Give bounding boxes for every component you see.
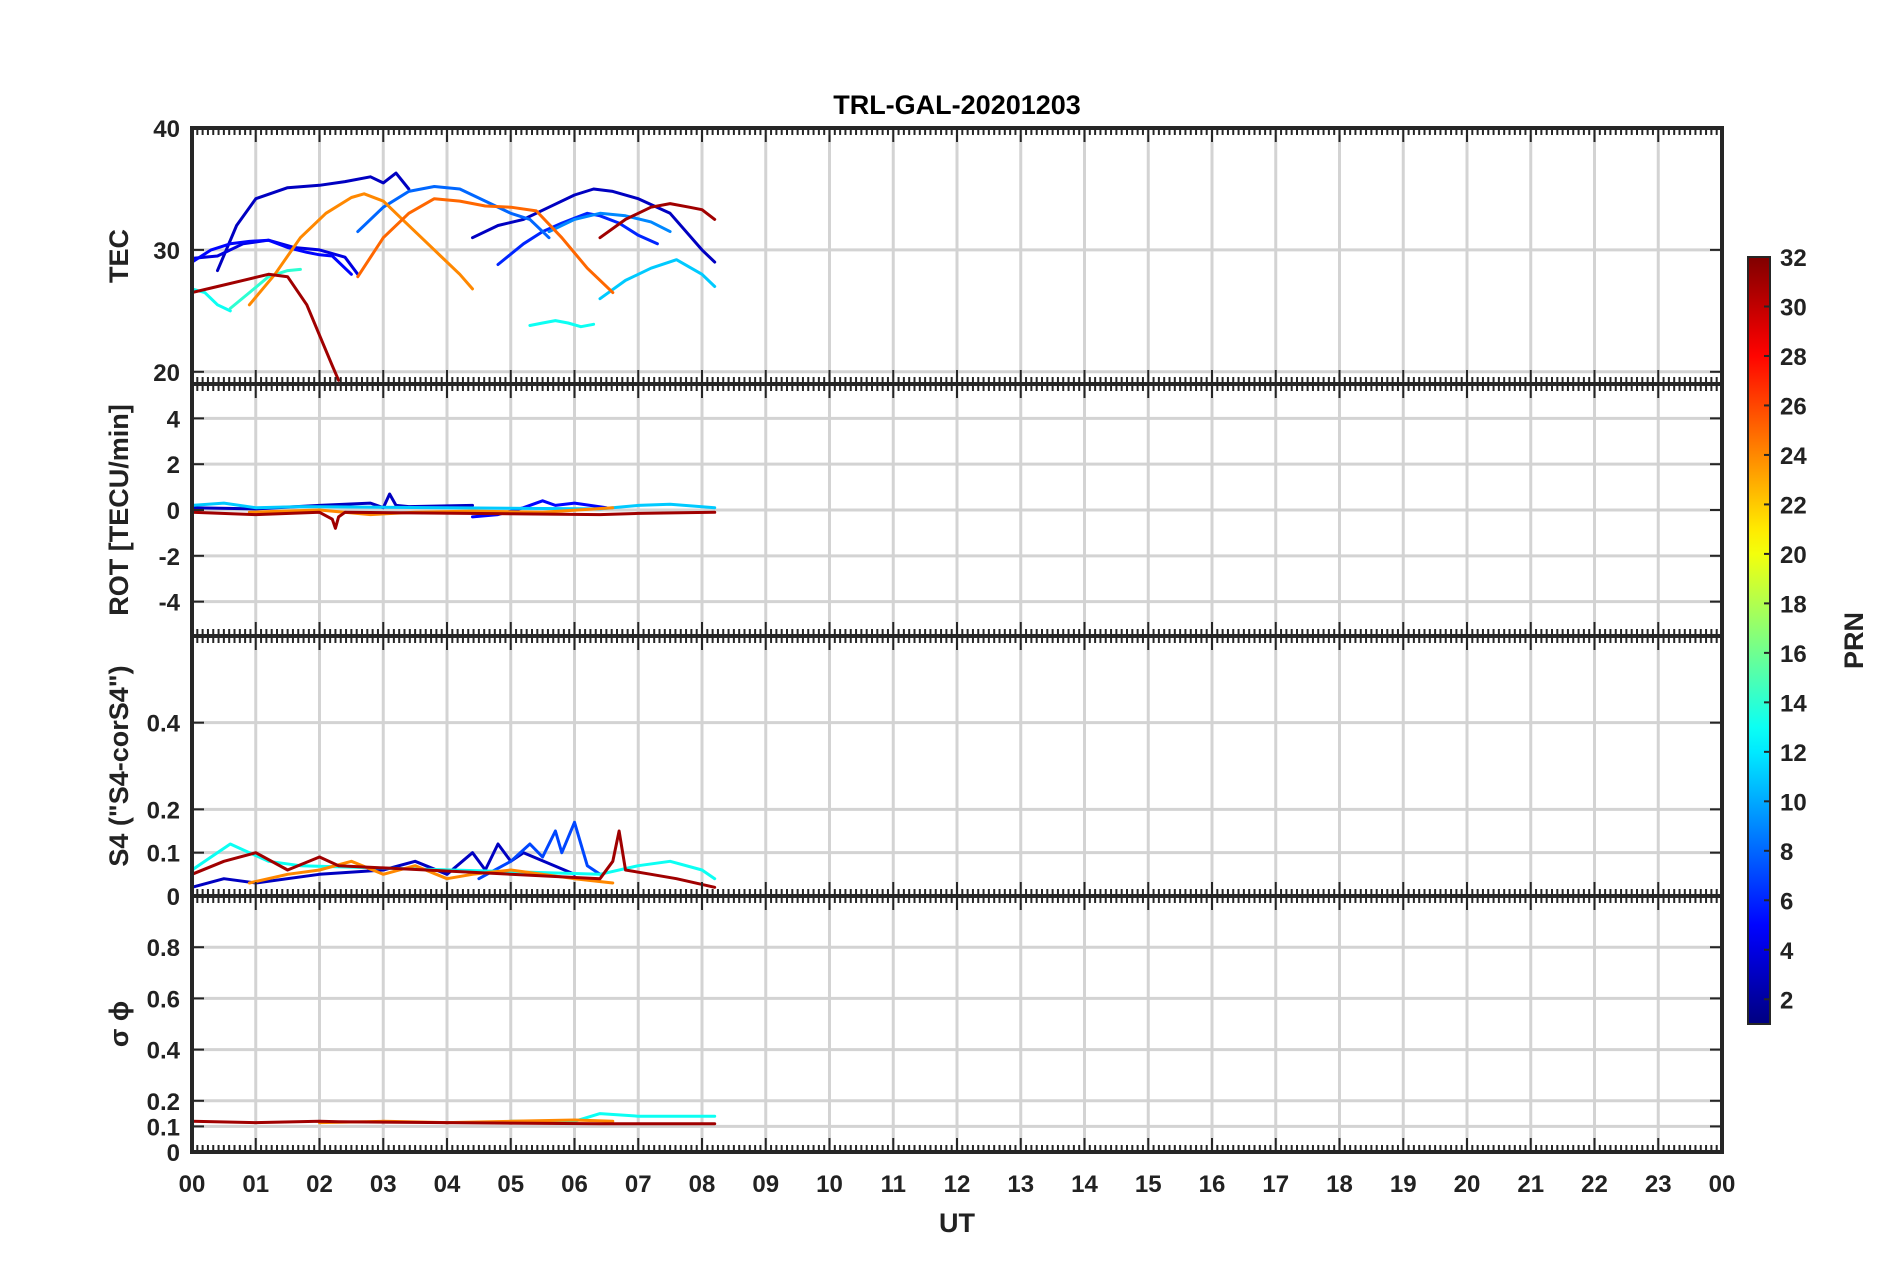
colorbar-gradient <box>1747 256 1771 1025</box>
y-tick-label: 0.2 <box>147 797 180 824</box>
colorbar-tick-label: 24 <box>1780 443 1807 470</box>
panel-rot: -4 -2 0 2 4 ROT [TECU/min] <box>104 382 1724 638</box>
colorbar-tick-label: 22 <box>1780 492 1807 519</box>
y-tick-label: 2 <box>167 452 180 479</box>
x-tick-label: 08 <box>689 1171 716 1198</box>
y-tick-label: 0.4 <box>147 1038 181 1065</box>
x-tick-label: 00 <box>179 1171 206 1198</box>
x-tick-label: 04 <box>434 1171 461 1198</box>
panel-tec: 20 30 40 TEC <box>104 116 1724 387</box>
x-tick-label: 22 <box>1581 1171 1608 1198</box>
series-line-prn-9 <box>547 211 672 234</box>
x-tick-label: 16 <box>1199 1171 1226 1198</box>
y-tick-label: 0.1 <box>147 841 180 868</box>
x-tick-label: 17 <box>1262 1171 1289 1198</box>
x-tick-label: 13 <box>1007 1171 1034 1198</box>
x-tick-label: 00 <box>1709 1171 1736 1198</box>
colorbar-tick-label: 20 <box>1780 542 1807 569</box>
x-tick-label: 12 <box>944 1171 971 1198</box>
y-axis-label: S4 ("S4-corS4") <box>104 665 134 866</box>
colorbar-tick-label: 16 <box>1780 641 1807 668</box>
series-line-prn-31 <box>598 202 717 240</box>
y-tick-label: 30 <box>153 238 180 265</box>
series-line-prn-5 <box>192 238 353 276</box>
y-tick-label: 0.1 <box>147 1114 180 1141</box>
x-tick-label: 03 <box>370 1171 397 1198</box>
x-tick-label: 21 <box>1517 1171 1544 1198</box>
x-tick-label: 18 <box>1326 1171 1353 1198</box>
x-tick-label: 07 <box>625 1171 652 1198</box>
x-tick-label: 05 <box>497 1171 524 1198</box>
x-tick-label: 09 <box>752 1171 779 1198</box>
panel-sigma_phi-series <box>192 1112 717 1126</box>
x-tick-label: 01 <box>242 1171 269 1198</box>
series-line-prn-7 <box>477 820 602 881</box>
series-line-prn-8 <box>356 185 551 240</box>
series-line-prn-31 <box>192 272 341 382</box>
series-line-prn-3 <box>216 171 411 273</box>
colorbar-tick-label: 10 <box>1780 789 1807 816</box>
colorbar-tick-label: 8 <box>1780 839 1793 866</box>
colorbar-tick-label: 6 <box>1780 888 1793 915</box>
series-line-prn-14 <box>228 267 302 310</box>
colorbar-tick-label: 12 <box>1780 740 1807 767</box>
y-tick-label: 40 <box>153 116 180 143</box>
x-axis-label: UT <box>939 1208 975 1238</box>
y-tick-label: 4 <box>167 406 181 433</box>
y-axis-label: σ ϕ <box>104 1001 134 1047</box>
y-tick-label: 0.6 <box>147 986 180 1013</box>
series-line-prn-13 <box>528 319 596 329</box>
colorbar-tick-label: 2 <box>1780 987 1793 1014</box>
colorbar-label: PRN <box>1839 612 1869 669</box>
colorbar-tick-label: 28 <box>1780 344 1807 371</box>
y-tick-label: 0 <box>167 884 180 911</box>
y-axis-label: TEC <box>104 229 134 283</box>
y-tick-label: 0 <box>167 498 180 525</box>
x-tick-label: 14 <box>1071 1171 1098 1198</box>
series-line-prn-31 <box>192 510 717 530</box>
panel-s4-series <box>192 820 717 889</box>
y-axis-label: ROT [TECU/min] <box>104 404 134 615</box>
y-tick-label: -2 <box>159 544 180 571</box>
x-axis: 00 01 02 03 04 05 06 07 08 09 10 11 12 13 14 15 16 17 18 19… <box>179 1171 1736 1198</box>
y-tick-label: 0.8 <box>147 935 180 962</box>
series-line-prn-11 <box>192 501 717 511</box>
x-tick-label: 20 <box>1454 1171 1481 1198</box>
series-line-prn-25 <box>356 197 615 295</box>
x-tick-label: 06 <box>561 1171 588 1198</box>
panel-tec-series <box>192 171 717 384</box>
x-tick-label: 11 <box>881 1171 906 1198</box>
colorbar-tick-label: 14 <box>1780 690 1807 717</box>
series-line-prn-6 <box>496 211 659 266</box>
x-tick-label: 10 <box>816 1171 843 1198</box>
y-tick-label: -4 <box>159 590 181 617</box>
y-tick-label: 0.2 <box>147 1089 180 1116</box>
panel-sigma_phi: 00.10.2 0.4 0.6 0.8 σ ϕ <box>104 894 1724 1167</box>
colorbar-tick-label: 30 <box>1780 294 1807 321</box>
chart-title: TRL-GAL-20201203 <box>833 90 1081 120</box>
x-tick-label: 15 <box>1135 1171 1162 1198</box>
colorbar-tick-label: 26 <box>1780 393 1807 420</box>
y-tick-label: 0 <box>167 1140 180 1167</box>
y-tick-label: 20 <box>153 360 180 387</box>
colorbar-tick-label: 4 <box>1780 938 1794 965</box>
y-tick-label: 0.4 <box>147 711 181 738</box>
x-tick-label: 02 <box>306 1171 333 1198</box>
panel-rot-series <box>192 492 717 530</box>
series-line-prn-24 <box>247 192 474 307</box>
series-line-prn-11 <box>598 258 717 301</box>
series-line-prn-31 <box>192 829 717 889</box>
colorbar-tick-label: 18 <box>1780 591 1807 618</box>
x-tick-label: 23 <box>1645 1171 1672 1198</box>
x-tick-label: 19 <box>1390 1171 1417 1198</box>
colorbar-tick-label: 32 <box>1780 245 1807 272</box>
panel-s4: 0 0.1 0.2 0.4 S4 ("S4-corS4") <box>104 634 1724 911</box>
series-line-prn-3 <box>471 187 717 264</box>
series-line-prn-31 <box>192 1119 717 1126</box>
